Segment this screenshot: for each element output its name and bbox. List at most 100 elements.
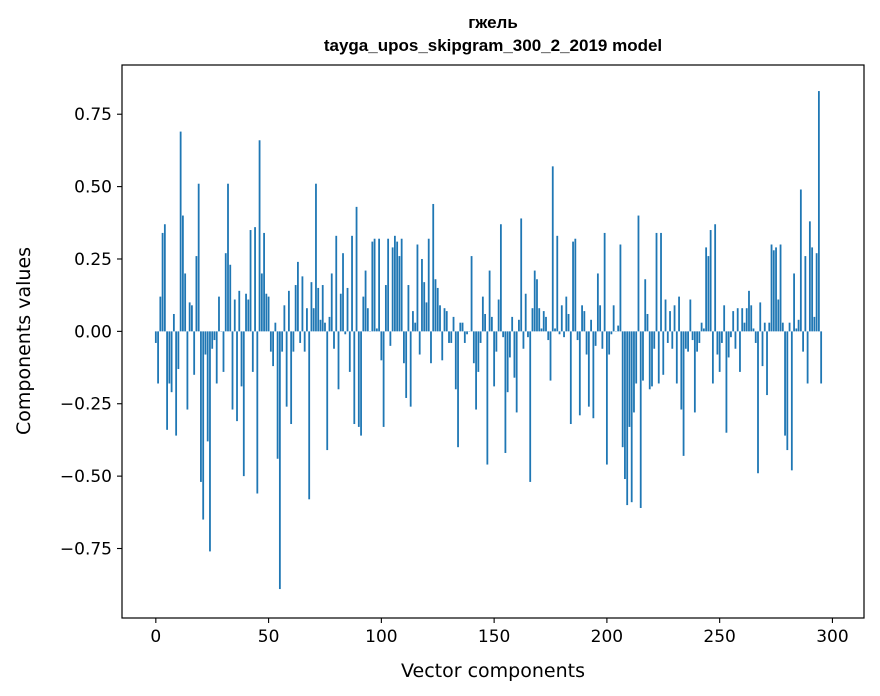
bar — [481, 296, 484, 332]
bar — [166, 331, 168, 430]
bar — [624, 331, 626, 480]
bar — [578, 331, 581, 416]
bar — [269, 331, 272, 352]
bar — [524, 293, 527, 332]
bar — [511, 316, 514, 332]
bar — [786, 331, 789, 451]
bar — [820, 331, 823, 384]
bar — [249, 230, 252, 332]
bar — [741, 308, 744, 332]
bar — [718, 331, 721, 372]
bar — [287, 290, 290, 332]
bar — [621, 331, 624, 448]
bar — [342, 253, 344, 332]
bar — [477, 331, 480, 372]
bar — [236, 331, 238, 422]
plot-frame — [121, 64, 865, 619]
bar — [218, 296, 220, 332]
bar — [698, 331, 701, 343]
bar — [409, 331, 412, 407]
bar — [651, 331, 653, 387]
bar — [378, 238, 380, 332]
bar — [639, 331, 642, 508]
bar — [700, 322, 703, 332]
bar — [617, 325, 620, 332]
bar — [301, 276, 304, 332]
bar — [793, 273, 795, 332]
x-tick-label: 0 — [150, 627, 161, 647]
bar — [175, 331, 178, 436]
bar — [222, 331, 225, 372]
bar — [195, 256, 198, 332]
bar — [159, 296, 162, 332]
bar — [227, 183, 229, 332]
bar — [258, 140, 261, 332]
bar — [328, 316, 331, 332]
x-axis-label: Vector components — [401, 660, 585, 682]
bar — [461, 322, 464, 332]
bar — [513, 331, 516, 378]
bar — [181, 215, 184, 332]
bar — [344, 331, 347, 335]
bar — [308, 331, 311, 500]
bar — [362, 296, 365, 332]
bar — [734, 331, 737, 349]
bar — [653, 331, 656, 349]
bar — [811, 247, 814, 332]
bar — [373, 238, 376, 332]
bar — [425, 302, 428, 332]
x-tick-label: 100 — [365, 627, 397, 647]
bar — [450, 331, 453, 343]
bar — [335, 235, 338, 332]
bar — [542, 311, 545, 332]
bar — [168, 331, 171, 384]
bar — [172, 313, 175, 332]
bar — [454, 331, 457, 390]
bar — [576, 331, 579, 341]
bar — [777, 299, 780, 332]
bar — [687, 331, 689, 352]
bar — [430, 331, 432, 364]
bar — [204, 331, 207, 355]
bar — [407, 285, 410, 332]
bar — [285, 331, 288, 407]
bar — [260, 273, 263, 332]
bar — [297, 261, 299, 332]
bar — [324, 322, 326, 332]
bar — [436, 287, 439, 332]
bar — [610, 331, 613, 335]
chart-subtitle: tayga_upos_skipgram_300_2_2019 model — [324, 36, 662, 55]
bar — [319, 319, 322, 332]
bar — [452, 316, 455, 332]
y-tick-label: 0.00 — [74, 322, 112, 342]
bar — [804, 256, 807, 332]
bar — [490, 316, 493, 332]
bar — [509, 331, 511, 358]
bar — [587, 331, 590, 407]
bar — [233, 299, 236, 332]
bar — [443, 308, 446, 332]
bar — [445, 311, 448, 332]
bar — [815, 253, 818, 332]
bar — [389, 331, 392, 346]
y-tick-label: −0.75 — [60, 540, 112, 560]
bar — [265, 293, 268, 332]
bar — [750, 305, 753, 332]
bar — [434, 279, 437, 332]
bar — [770, 244, 773, 332]
bar — [691, 331, 694, 341]
bar — [527, 331, 529, 338]
bar — [263, 232, 265, 332]
bar — [353, 331, 356, 425]
bar — [518, 319, 520, 332]
y-tick-label: 0.75 — [74, 105, 112, 125]
bar — [772, 250, 775, 332]
bar — [191, 305, 193, 332]
bar — [666, 331, 669, 343]
bar — [603, 232, 606, 332]
bar — [206, 331, 209, 442]
bar — [556, 235, 559, 332]
bar — [797, 319, 800, 332]
bar — [375, 328, 378, 332]
bar — [393, 235, 396, 332]
